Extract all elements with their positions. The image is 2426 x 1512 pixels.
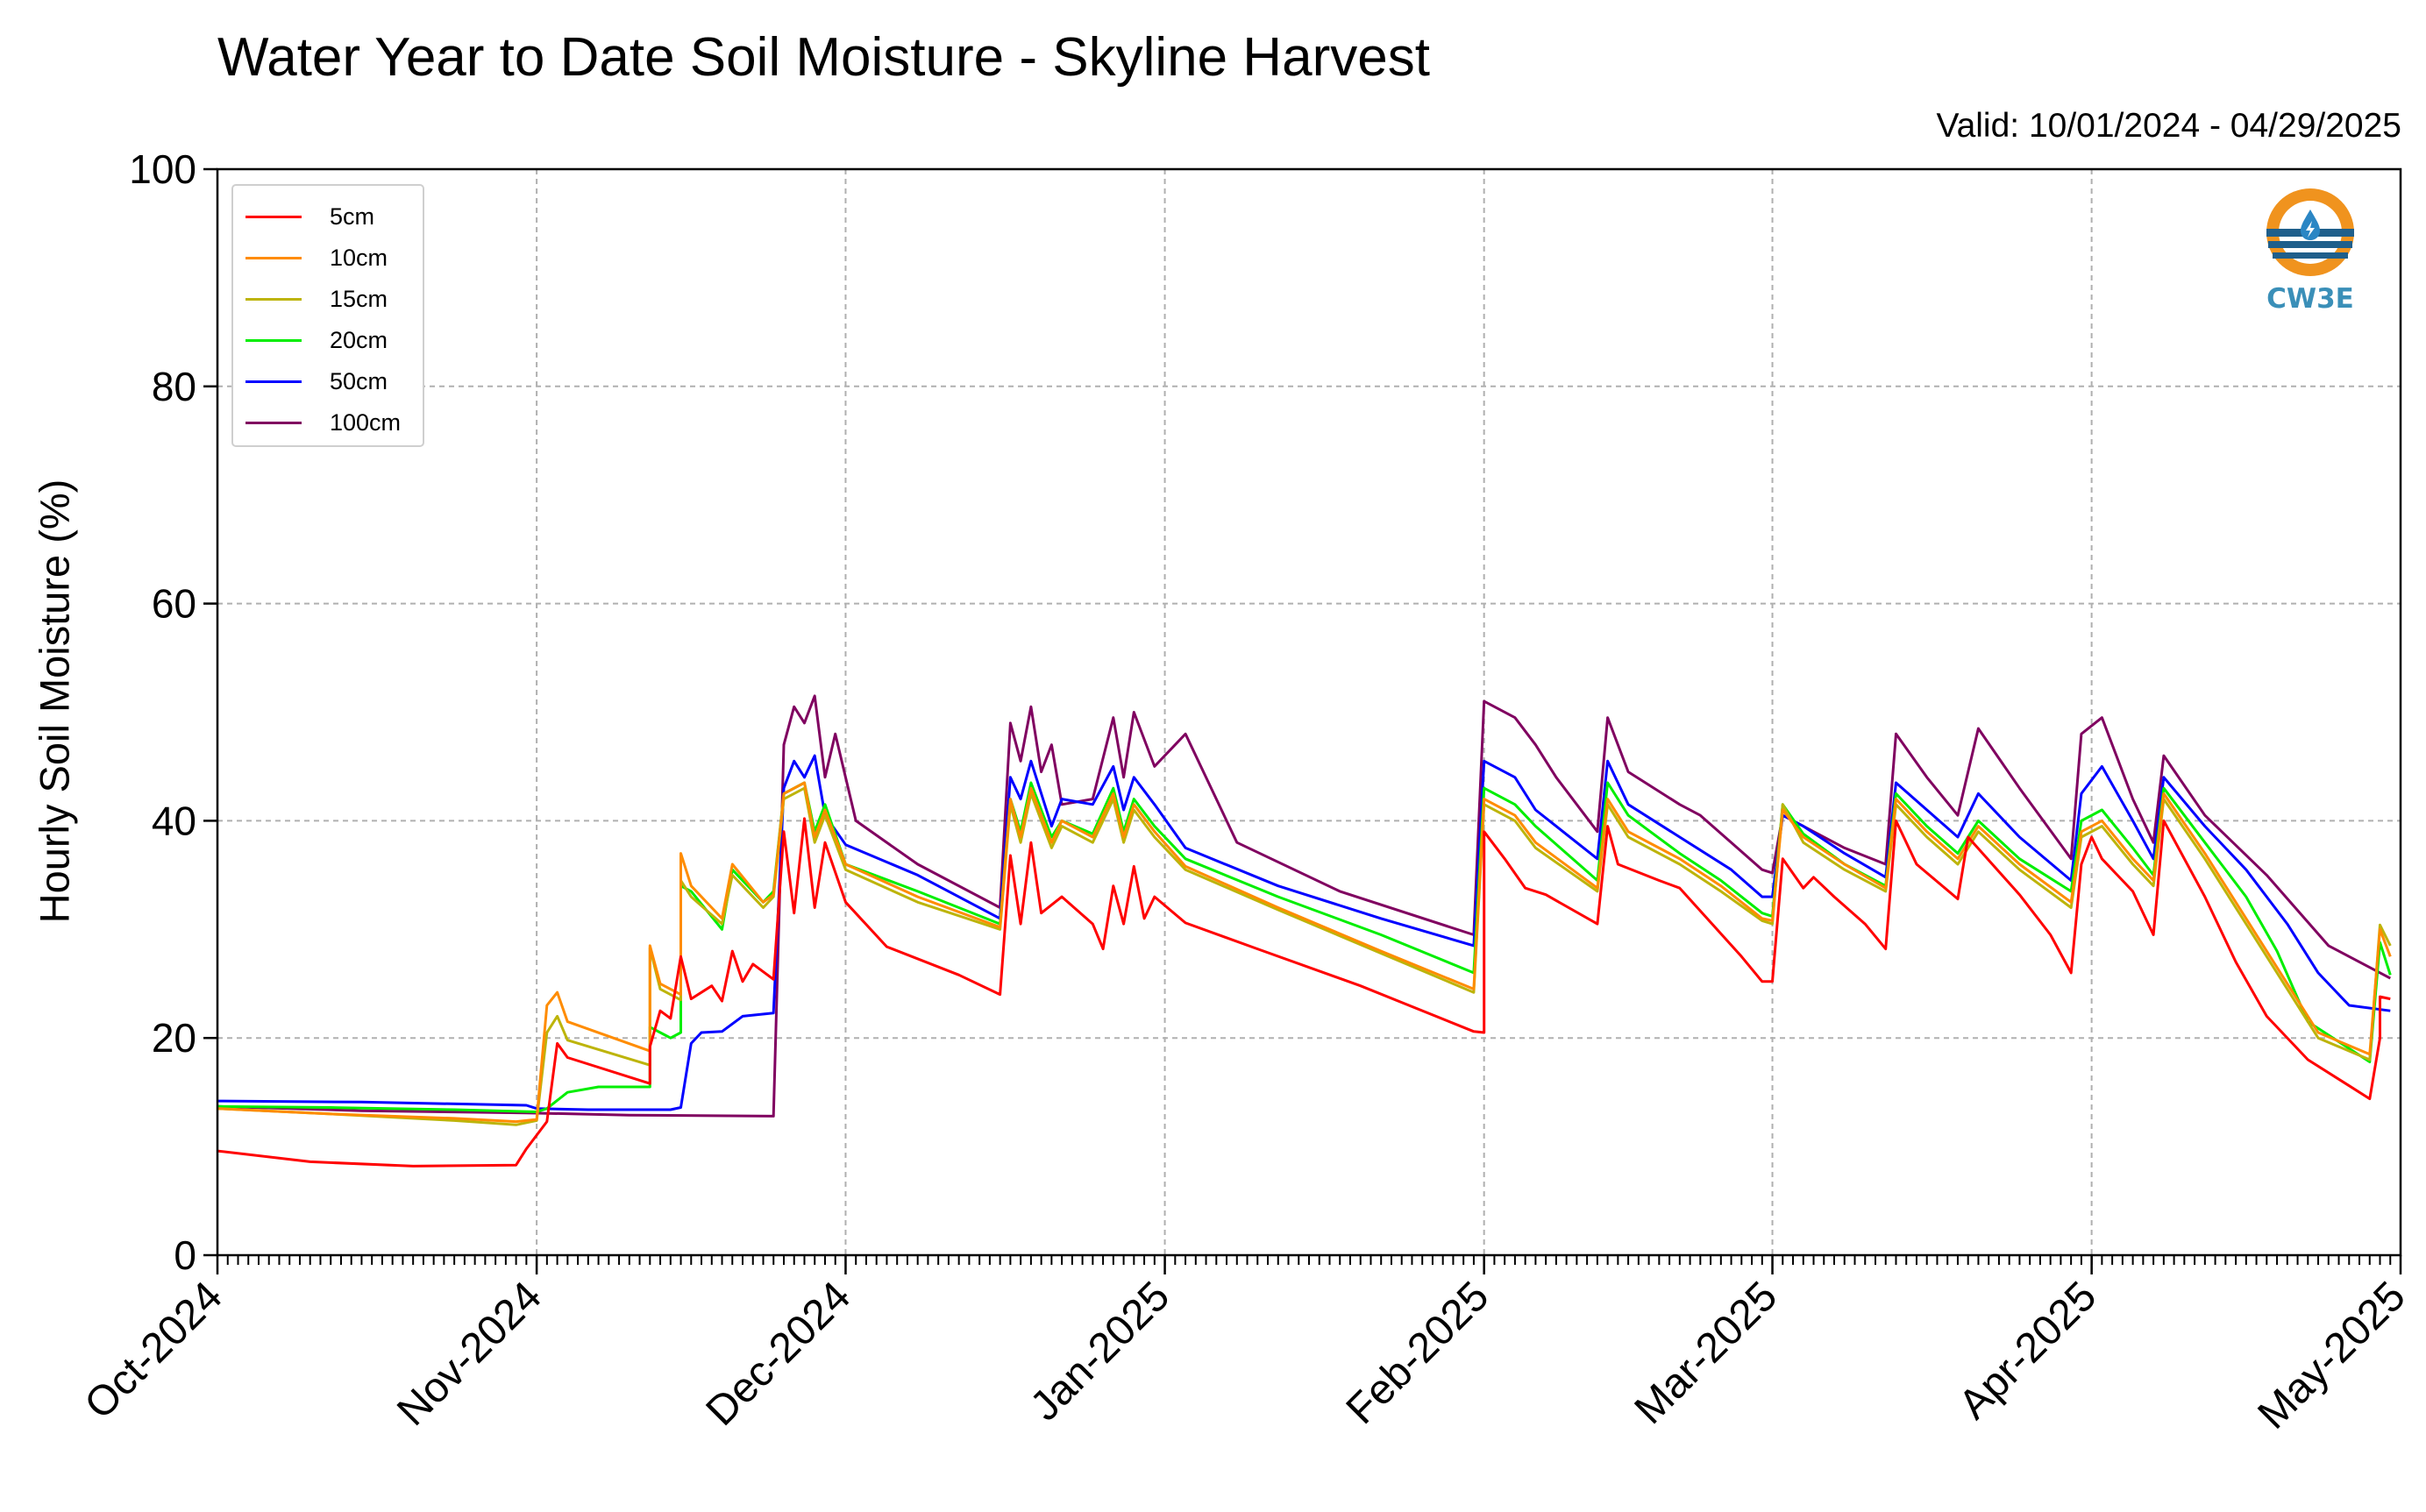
legend-label: 20cm <box>330 326 388 353</box>
x-tick-label: Mar-2025 <box>1626 1273 1787 1433</box>
series-line-100cm <box>217 694 2392 1118</box>
y-tick-label: 100 <box>129 146 196 192</box>
legend-item-15cm: 15cm <box>245 279 388 319</box>
y-axis-label: Hourly Soil Moisture (%) <box>31 479 78 924</box>
legend-swatch <box>245 297 302 301</box>
x-tick-label: Jan-2025 <box>1021 1273 1178 1430</box>
legend-item-100cm: 100cm <box>245 402 401 443</box>
legend-swatch <box>245 256 302 259</box>
legend-label: 100cm <box>330 408 402 436</box>
series-line-10cm <box>217 781 2392 1124</box>
legend-swatch <box>245 338 302 342</box>
legend-label: 15cm <box>330 285 388 312</box>
y-tick-label: 40 <box>152 798 196 843</box>
legend-swatch <box>245 215 302 218</box>
cw3e-logo-text: CW3E <box>2266 283 2354 315</box>
legend-swatch <box>245 421 302 424</box>
legend-item-50cm: 50cm <box>245 361 388 401</box>
x-tick-label: May-2025 <box>2249 1273 2414 1437</box>
legend-item-5cm: 5cm <box>245 196 374 237</box>
chart-title: Water Year to Date Soil Moisture - Skyli… <box>217 27 1430 88</box>
x-tick-label: Nov-2024 <box>388 1273 551 1435</box>
series-line-50cm <box>217 754 2391 1111</box>
x-tick-label: Apr-2025 <box>1950 1273 2105 1428</box>
cw3e-logo-icon <box>2266 188 2354 276</box>
legend: 5cm 10cm 15cm 20cm 50cm 100cm <box>231 184 424 447</box>
series-line-5cm <box>217 817 2391 1168</box>
series-line-15cm <box>217 786 2392 1126</box>
legend-swatch <box>245 380 302 383</box>
plot-frame <box>216 167 2402 1257</box>
y-tick-label: 60 <box>152 581 196 627</box>
legend-item-20cm: 20cm <box>245 320 388 360</box>
axes: 0 20 40 60 80 100 Oct-2024 Nov-2024 Dec-2024 Jan-… <box>76 146 2415 1438</box>
series-layer <box>217 694 2392 1168</box>
legend-label: 50cm <box>330 367 388 394</box>
legend-label: 10cm <box>330 244 388 271</box>
x-tick-label: Dec-2024 <box>698 1273 860 1435</box>
grid-lines <box>217 169 2401 1255</box>
cw3e-logo: CW3E <box>2253 180 2367 320</box>
y-tick-label: 20 <box>152 1015 196 1061</box>
x-tick-label: Oct-2024 <box>76 1273 231 1428</box>
y-tick-label: 80 <box>152 364 196 409</box>
legend-item-10cm: 10cm <box>245 238 388 278</box>
x-tick-label: Feb-2025 <box>1338 1273 1498 1433</box>
legend-label: 5cm <box>330 202 375 230</box>
y-tick-label: 0 <box>174 1232 196 1278</box>
valid-date-range: Valid: 10/01/2024 - 04/29/2025 <box>1936 107 2401 145</box>
